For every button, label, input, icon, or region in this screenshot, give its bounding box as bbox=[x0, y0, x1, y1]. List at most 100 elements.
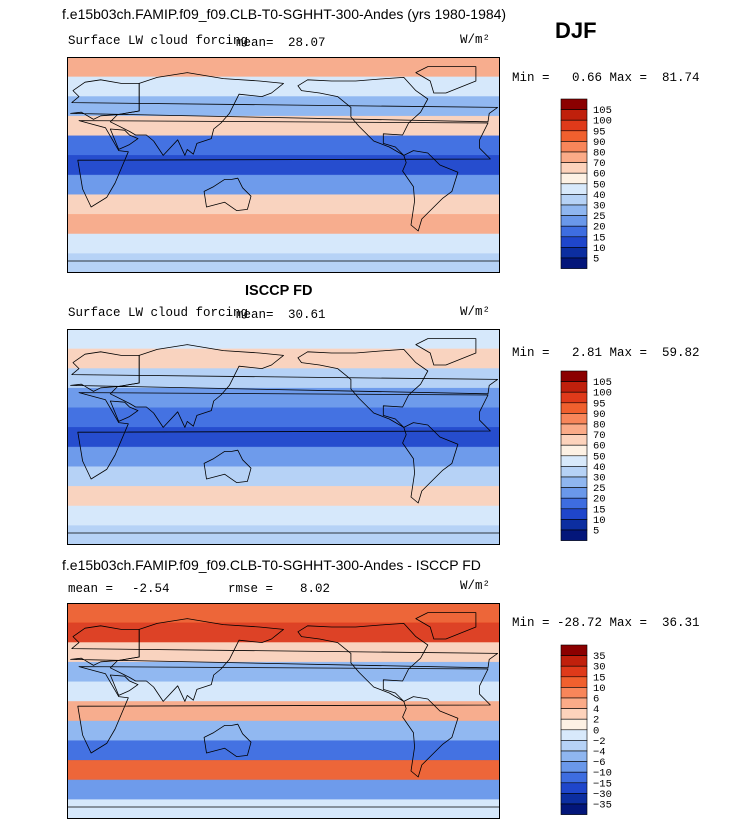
colorbar-tick-label: −15 bbox=[593, 778, 612, 790]
colorbar-box bbox=[560, 370, 588, 382]
colorbar-box bbox=[560, 434, 588, 446]
field-band bbox=[67, 57, 500, 78]
colorbar-box bbox=[560, 803, 588, 815]
colorbar-tick-label: 70 bbox=[593, 158, 606, 170]
colorbar-box bbox=[560, 204, 588, 216]
colorbar-tick-label: 50 bbox=[593, 451, 606, 463]
colorbar-tick-label: 40 bbox=[593, 190, 606, 202]
field-band bbox=[67, 174, 500, 195]
colorbar-tick-label: 40 bbox=[593, 462, 606, 474]
colorbar-tick-label: 20 bbox=[593, 222, 606, 234]
colorbar-tick-label: 90 bbox=[593, 409, 606, 421]
field-band bbox=[67, 642, 500, 663]
colorbar-tick-label: 50 bbox=[593, 179, 606, 191]
colorbar-tick-label: 20 bbox=[593, 494, 606, 506]
colorbar-tick-label: 15 bbox=[593, 672, 606, 684]
colorbar-tick-label: 70 bbox=[593, 430, 606, 442]
colorbar-box bbox=[560, 729, 588, 741]
colorbar-box bbox=[560, 771, 588, 784]
colorbar-tick-label: 10 bbox=[593, 683, 606, 695]
field-band bbox=[67, 466, 500, 487]
colorbar-box bbox=[560, 529, 588, 541]
field-band bbox=[67, 194, 500, 215]
field-band bbox=[67, 135, 500, 156]
coastline-namerica bbox=[297, 77, 429, 156]
field-band bbox=[67, 701, 500, 722]
colorbar-tick-label: 10 bbox=[593, 515, 606, 527]
panel3-minmax: Min = -28.72 Max = 36.31 bbox=[512, 616, 700, 630]
panel1-map bbox=[67, 57, 500, 273]
field-band bbox=[67, 505, 500, 526]
coastline-arabia bbox=[109, 674, 139, 696]
colorbar-tick-label: 2 bbox=[593, 715, 599, 727]
panel2-minmax: Min = 2.81 Max = 59.82 bbox=[512, 346, 700, 360]
colorbar-box bbox=[560, 487, 588, 499]
colorbar-tick-label: 30 bbox=[593, 201, 606, 213]
field-band bbox=[67, 760, 500, 781]
colorbar-box bbox=[560, 119, 588, 132]
field-band bbox=[67, 368, 500, 389]
panel2-mean-value: 30.61 bbox=[288, 308, 326, 322]
colorbar-box bbox=[560, 183, 588, 195]
coastline-samerica bbox=[402, 150, 459, 232]
coastline-australia bbox=[203, 177, 252, 211]
colorbar-tick-label: 25 bbox=[593, 483, 606, 495]
colorbar-tick-label: 100 bbox=[593, 388, 612, 400]
colorbar-box bbox=[560, 687, 588, 699]
coastline-arabia bbox=[109, 400, 139, 422]
coastline-europe bbox=[70, 79, 498, 123]
colorbar-tick-label: 5 bbox=[593, 254, 599, 266]
colorbar-tick-label: −10 bbox=[593, 768, 612, 780]
panel2-mean-label: mean= bbox=[236, 308, 274, 322]
colorbar-box bbox=[560, 508, 588, 520]
field-band bbox=[67, 486, 500, 507]
colorbar-box bbox=[560, 391, 588, 404]
panel1-title: f.e15b03ch.FAMIP.f09_f09.CLB-T0-SGHHT-30… bbox=[62, 6, 507, 22]
coastline-samerica bbox=[402, 696, 459, 778]
colorbar-box bbox=[560, 151, 588, 163]
colorbar-tick-label: 35 bbox=[593, 651, 606, 663]
field-band bbox=[67, 407, 500, 428]
season-label: DJF bbox=[555, 18, 597, 43]
colorbar-box bbox=[560, 172, 588, 185]
field-band bbox=[67, 427, 500, 448]
colorbar-box bbox=[560, 257, 588, 269]
colorbar-tick-label: 95 bbox=[593, 126, 606, 138]
coastline-namerica bbox=[297, 349, 429, 428]
colorbar-box bbox=[560, 697, 588, 709]
colorbar-box bbox=[560, 236, 588, 248]
panel1-mean-label: mean= bbox=[236, 36, 274, 50]
field-band bbox=[67, 214, 500, 235]
colorbar-box bbox=[560, 381, 588, 393]
colorbar-tick-label: 95 bbox=[593, 398, 606, 410]
coastline-europe bbox=[70, 351, 498, 395]
colorbar-tick-label: −6 bbox=[593, 757, 606, 769]
colorbar-tick-label: −2 bbox=[593, 736, 606, 748]
colorbar-box bbox=[560, 162, 588, 174]
panel1-minmax: Min = 0.66 Max = 81.74 bbox=[512, 71, 700, 85]
colorbar-box bbox=[560, 109, 588, 121]
colorbar-tick-label: 80 bbox=[593, 420, 606, 432]
coastline-greenland bbox=[415, 612, 477, 640]
colorbar-box bbox=[560, 718, 588, 731]
coastline-namerica bbox=[297, 623, 429, 702]
field-band bbox=[67, 720, 500, 741]
panel3-rmse-label: rmse = bbox=[228, 582, 274, 596]
colorbar-box bbox=[560, 655, 588, 667]
coastline-africa bbox=[77, 392, 491, 480]
panel3-map bbox=[67, 603, 500, 819]
field-band bbox=[67, 525, 500, 545]
colorbar-tick-label: 5 bbox=[593, 526, 599, 538]
panel1-mean-value: 28.07 bbox=[288, 36, 326, 50]
colorbar-box bbox=[560, 98, 588, 110]
panel2-title: ISCCP FD bbox=[245, 283, 313, 299]
map-frame bbox=[67, 603, 500, 819]
panel2-units: W/m² bbox=[460, 305, 491, 319]
colorbar-box bbox=[560, 665, 588, 678]
colorbar-box bbox=[560, 782, 588, 794]
coastline-asia bbox=[109, 344, 284, 428]
coastline-samerica bbox=[402, 422, 459, 504]
